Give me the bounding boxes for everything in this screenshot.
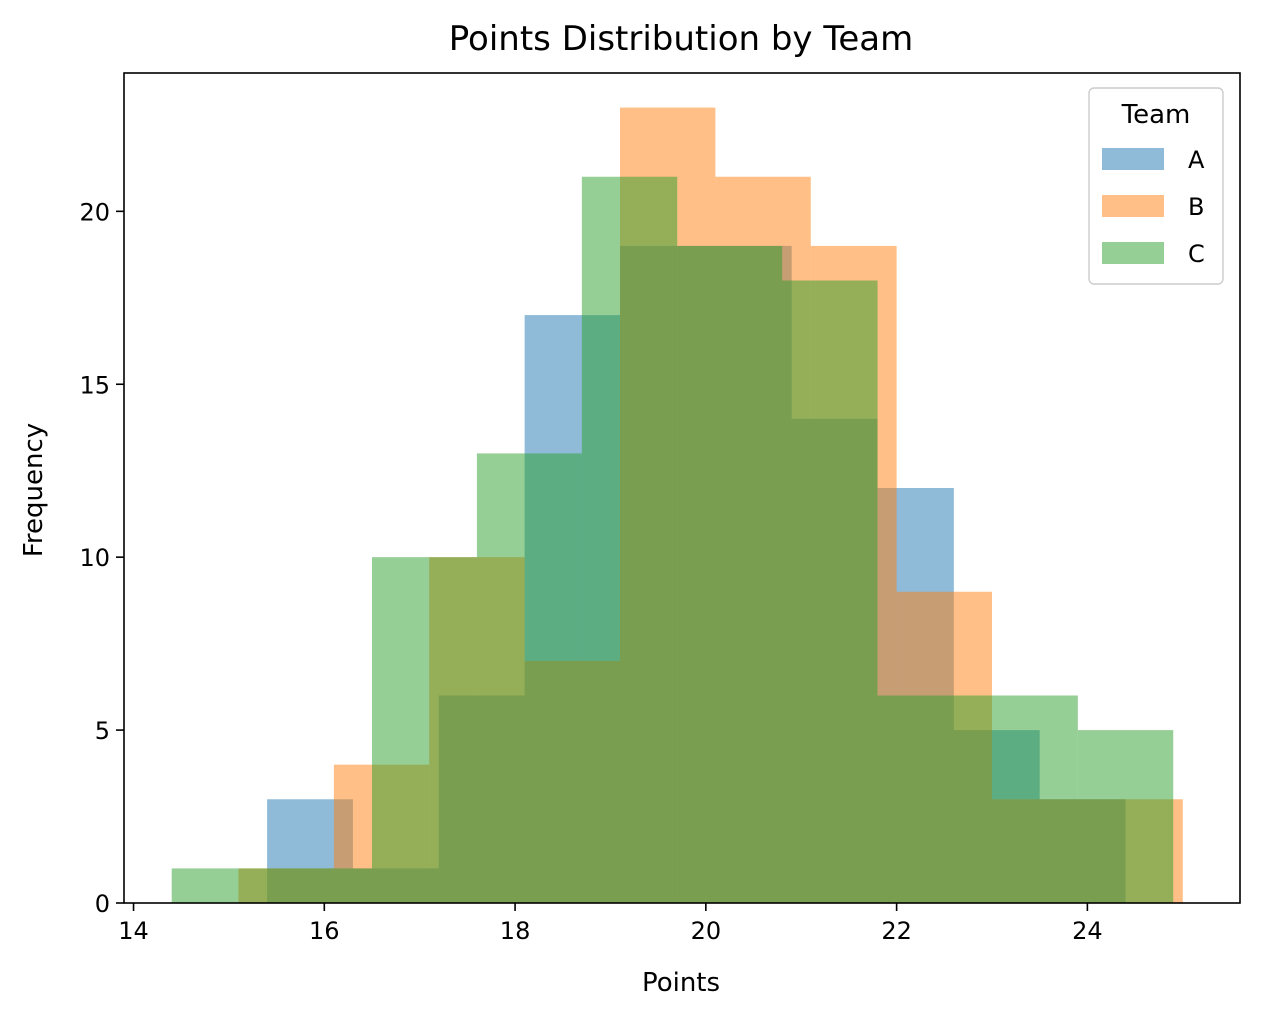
legend-label-b: B bbox=[1188, 193, 1204, 221]
plot-area-frame bbox=[123, 72, 1241, 904]
x-tick-label: 14 bbox=[118, 917, 149, 945]
x-tick-label: 18 bbox=[500, 917, 531, 945]
legend: Team ABC bbox=[1088, 87, 1224, 285]
bar-c-5 bbox=[677, 245, 783, 903]
axis-ticks: 14 16 18 20 22 24 0 5 10 15 20 bbox=[79, 198, 1102, 945]
bar-c-3 bbox=[476, 453, 582, 903]
bar-c-6 bbox=[782, 280, 878, 903]
bar-c-7 bbox=[877, 695, 983, 903]
y-tick-label: 10 bbox=[79, 544, 110, 572]
x-axis-label: Points bbox=[642, 968, 720, 998]
bars-layer bbox=[171, 107, 1183, 904]
legend-box bbox=[1088, 87, 1224, 285]
legend-label-c: C bbox=[1188, 240, 1205, 268]
bar-c-2 bbox=[372, 557, 477, 903]
y-axis-label: Frequency bbox=[19, 423, 49, 557]
x-tick-label: 24 bbox=[1072, 917, 1103, 945]
legend-swatch-c bbox=[1102, 242, 1164, 264]
y-tick-label: 15 bbox=[79, 371, 110, 399]
chart-title: Points Distribution by Team bbox=[449, 19, 913, 59]
bar-c-1 bbox=[276, 868, 372, 903]
x-tick-label: 16 bbox=[309, 917, 340, 945]
bar-c-4 bbox=[581, 176, 678, 903]
y-tick-label: 5 bbox=[95, 717, 110, 745]
y-tick-label: 0 bbox=[95, 890, 110, 918]
y-tick-label: 20 bbox=[79, 198, 110, 226]
x-tick-label: 22 bbox=[881, 917, 912, 945]
x-tick-label: 20 bbox=[691, 917, 722, 945]
bar-c-0 bbox=[171, 868, 277, 903]
legend-label-a: A bbox=[1188, 146, 1205, 174]
legend-swatch-a bbox=[1102, 148, 1164, 170]
legend-title: Team bbox=[1121, 100, 1191, 130]
bar-c-8 bbox=[982, 695, 1078, 903]
legend-swatch-b bbox=[1102, 195, 1164, 217]
bar-c-9 bbox=[1077, 730, 1174, 903]
series-c bbox=[171, 176, 1174, 903]
legend-entries: ABC bbox=[1102, 146, 1205, 268]
